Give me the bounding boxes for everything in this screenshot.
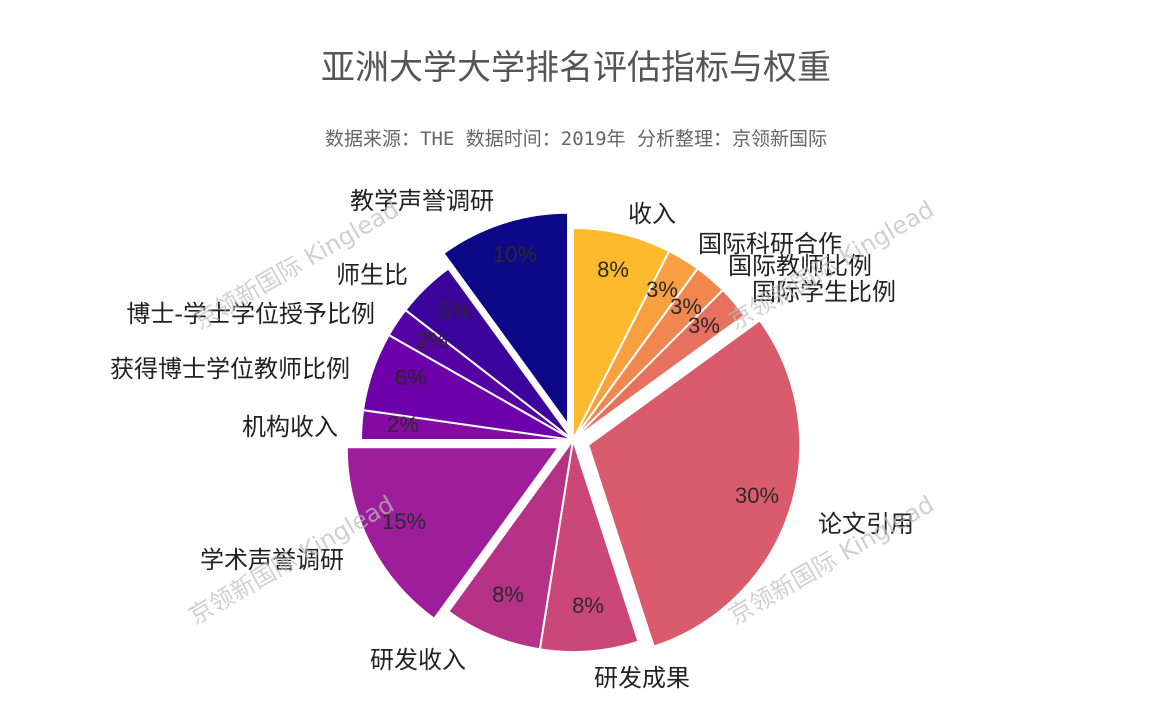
slice-category-label: 论文引用 [818, 510, 914, 538]
slice-category-label: 收入 [628, 200, 676, 228]
slice-percent-label: 3% [646, 277, 678, 302]
slice-percent-label: 5% [439, 298, 471, 323]
pie-slices [345, 211, 802, 653]
slice-category-label: 国际学生比例 [752, 278, 896, 306]
slice-percent-label: 3% [670, 294, 702, 319]
slice-category-label: 博士-学士学位授予比例 [126, 300, 375, 328]
pie-slice [442, 211, 570, 428]
slice-category-label: 学术声誉调研 [200, 546, 344, 574]
chart-title: 亚洲大学大学排名评估指标与权重 [321, 48, 831, 88]
slice-percent-label: 3% [688, 313, 720, 338]
pie-slice [572, 288, 746, 441]
slice-percent-label: 8% [572, 593, 604, 618]
slice-category-label: 研发收入 [370, 646, 466, 674]
slice-category-label: 师生比 [336, 261, 408, 289]
chart-subtitle: 数据来源：THE 数据时间：2019年 分析整理：京领新国际 [325, 128, 827, 150]
pie-slice [587, 318, 802, 648]
percent-labels: 8%3%3%3%30%8%8%15%2%6%2%5%10% [382, 242, 779, 618]
slice-percent-label: 2% [387, 412, 419, 437]
slice-category-label: 国际科研合作 [698, 230, 842, 258]
slice-percent-label: 8% [597, 257, 629, 282]
pie-slice [446, 439, 574, 651]
slice-percent-label: 30% [735, 483, 779, 508]
pie-slice [404, 267, 574, 441]
slice-category-label: 研发成果 [594, 664, 690, 692]
slice-category-label: 获得博士学位教师比例 [110, 355, 350, 383]
slice-percent-label: 6% [395, 365, 427, 390]
slice-percent-label: 15% [382, 509, 426, 534]
slice-category-label: 国际教师比例 [728, 252, 872, 280]
pie-slice [572, 226, 671, 441]
pie-slice [345, 446, 561, 621]
slice-category-label: 教学声誉调研 [350, 187, 494, 215]
slice-percent-label: 2% [416, 328, 448, 353]
slice-category-label: 机构收入 [242, 413, 338, 441]
slice-percent-label: 8% [492, 582, 524, 607]
pie-slice [538, 439, 640, 653]
slice-percent-label: 10% [493, 242, 537, 267]
